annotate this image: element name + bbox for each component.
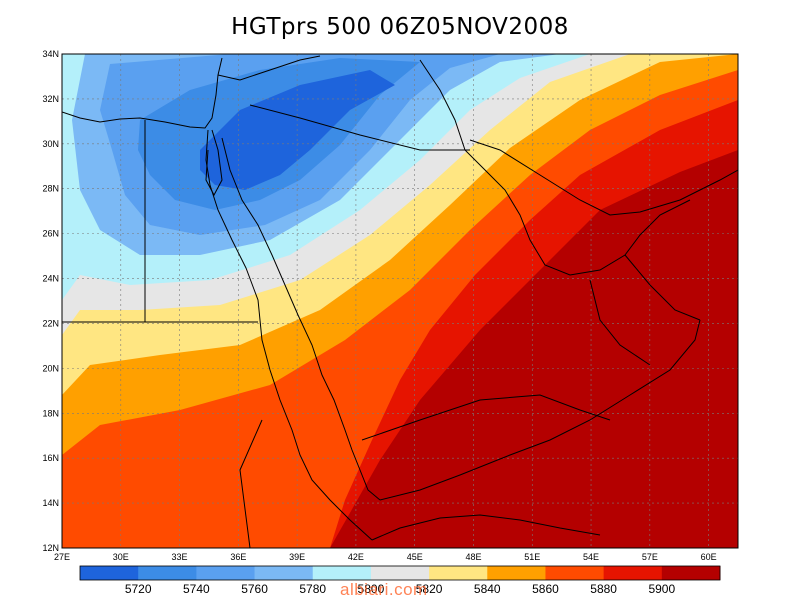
colorbar-label: 5900 [648, 582, 675, 596]
band-5700 [200, 70, 395, 190]
colorbar-label: 5760 [241, 582, 268, 596]
lat-tick-label: 26N [42, 229, 59, 239]
lat-tick-label: 12N [42, 543, 59, 553]
red-sea-west-shore [205, 129, 373, 541]
band-5900 [330, 150, 738, 548]
sinai [205, 129, 223, 197]
ethiopia-border [239, 419, 263, 548]
lon-tick-label: 51E [524, 552, 540, 562]
lon-tick-label: 48E [465, 552, 481, 562]
colorbar-swatch [487, 566, 546, 580]
horn-of-africa-coast [371, 514, 601, 541]
lat-tick-label: 30N [42, 139, 59, 149]
lat-lon-grid [62, 54, 738, 548]
colorbar-swatch [661, 566, 721, 580]
colorbar-swatch [80, 566, 139, 580]
colorbar-label: 5780 [299, 582, 326, 596]
lon-tick-label: 33E [172, 552, 188, 562]
lon-tick-label: 60E [701, 552, 717, 562]
colorbar-swatch [254, 566, 314, 580]
colorbar-swatch [196, 566, 256, 580]
saudi-iraq-border [249, 104, 470, 151]
iraq-iran-border [419, 59, 466, 151]
lon-tick-label: 30E [113, 552, 129, 562]
watermark: albiari.com [340, 580, 428, 599]
mediterranean-coast [62, 57, 223, 129]
lat-tick-label: 24N [42, 274, 59, 284]
lat-tick-label: 16N [42, 453, 59, 463]
map-frame [61, 53, 739, 549]
lon-tick-label: 45E [407, 552, 423, 562]
colorbar-label: 5840 [474, 582, 501, 596]
uae-oman-border [589, 279, 651, 366]
colorbar-label: 5800 [358, 582, 385, 596]
lat-tick-label: 18N [42, 408, 59, 418]
map-title: HGTprs 500 06Z05NOV2008 [231, 14, 569, 40]
colorbar-label: 5860 [532, 582, 559, 596]
colorbar-label: 5720 [125, 582, 152, 596]
contour-fill [62, 54, 738, 548]
lon-tick-label: 27E [54, 552, 70, 562]
lon-tick-label: 57E [642, 552, 658, 562]
lon-tick-label: 42E [348, 552, 364, 562]
colorbar-border [79, 565, 721, 581]
iran-coast [469, 139, 738, 216]
arabia-south-coast [379, 319, 701, 501]
lon-tick-label: 39E [289, 552, 305, 562]
colorbar-swatch [138, 566, 197, 580]
persian-gulf [464, 149, 691, 276]
saudi-yemen-border [361, 394, 611, 441]
colorbar-swatch [429, 566, 488, 580]
levant-borders [217, 55, 321, 81]
red-sea-east-shore [221, 137, 381, 501]
lat-tick-label: 28N [42, 184, 59, 194]
colorbar-swatch [545, 566, 605, 580]
lat-tick-label: 14N [42, 498, 59, 508]
lat-tick-label: 22N [42, 318, 59, 328]
lat-tick-label: 20N [42, 363, 59, 373]
lon-tick-label: 36E [230, 552, 246, 562]
colorbar-label: 5820 [416, 582, 443, 596]
colorbar-swatch [370, 566, 430, 580]
lat-tick-label: 32N [42, 94, 59, 104]
coastlines-borders [62, 55, 738, 548]
lat-tick-label: 34N [42, 49, 59, 59]
oman-coast [624, 254, 701, 321]
lon-tick-label: 54E [583, 552, 599, 562]
colorbar: 5720 5740 5760 5780 5800 5820 5840 5860 5880 5900 [79, 565, 721, 596]
latitude-labels: 12N 14N 16N 18N 20N 22N 24N 26N 28N 30N 32N 34N [42, 49, 59, 553]
colorbar-swatch [603, 566, 663, 580]
colorbar-label: 5740 [183, 582, 210, 596]
longitude-labels: 27E 30E 33E 36E 39E 42E 45E 48E 51E 54E 57E 60E [54, 552, 717, 562]
colorbar-label: 5880 [590, 582, 617, 596]
colorbar-swatch [312, 566, 372, 580]
